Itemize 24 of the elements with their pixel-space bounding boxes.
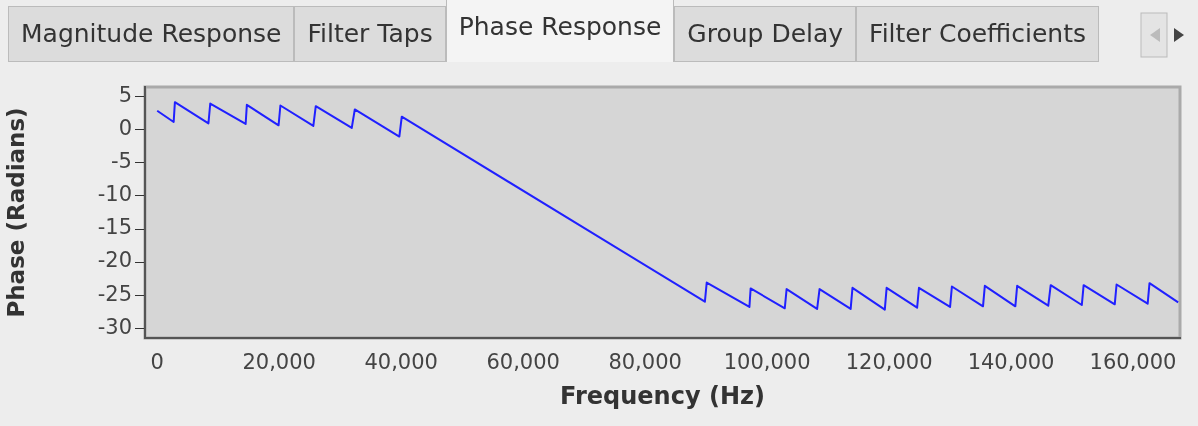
x-axis-title: Frequency (Hz) bbox=[560, 381, 765, 410]
text: Filter Coefficients bbox=[856, 6, 1100, 62]
y-tick-label: -20 bbox=[97, 248, 132, 273]
x-tick-label: 120,000 bbox=[845, 350, 933, 375]
y-tick-label: 0 bbox=[118, 116, 132, 141]
x-tick-label: 20,000 bbox=[242, 350, 316, 375]
x-tick-label: 80,000 bbox=[608, 350, 682, 375]
text: Magnitude Response bbox=[8, 6, 295, 62]
x-tick-label: 160,000 bbox=[1089, 350, 1177, 375]
x-tick-label: 140,000 bbox=[967, 350, 1055, 375]
text: Phase Response bbox=[445, 0, 675, 62]
y-tick-label: 5 bbox=[118, 83, 132, 108]
text: Group Delay bbox=[674, 6, 857, 62]
x-tick-label: 0 bbox=[150, 350, 164, 375]
y-tick-label: -5 bbox=[111, 149, 132, 174]
y-tick-label: -15 bbox=[97, 215, 132, 240]
y-tick-label: -25 bbox=[97, 281, 132, 306]
x-tick-label: 40,000 bbox=[364, 350, 438, 375]
y-tick-label: -30 bbox=[97, 314, 132, 339]
x-tick-label: 100,000 bbox=[723, 350, 811, 375]
y-tick-label: -10 bbox=[97, 182, 132, 207]
y-axis-title: Phase (Radians) bbox=[2, 107, 29, 318]
x-tick-label: 60,000 bbox=[486, 350, 560, 375]
text: Filter Taps bbox=[294, 6, 446, 62]
